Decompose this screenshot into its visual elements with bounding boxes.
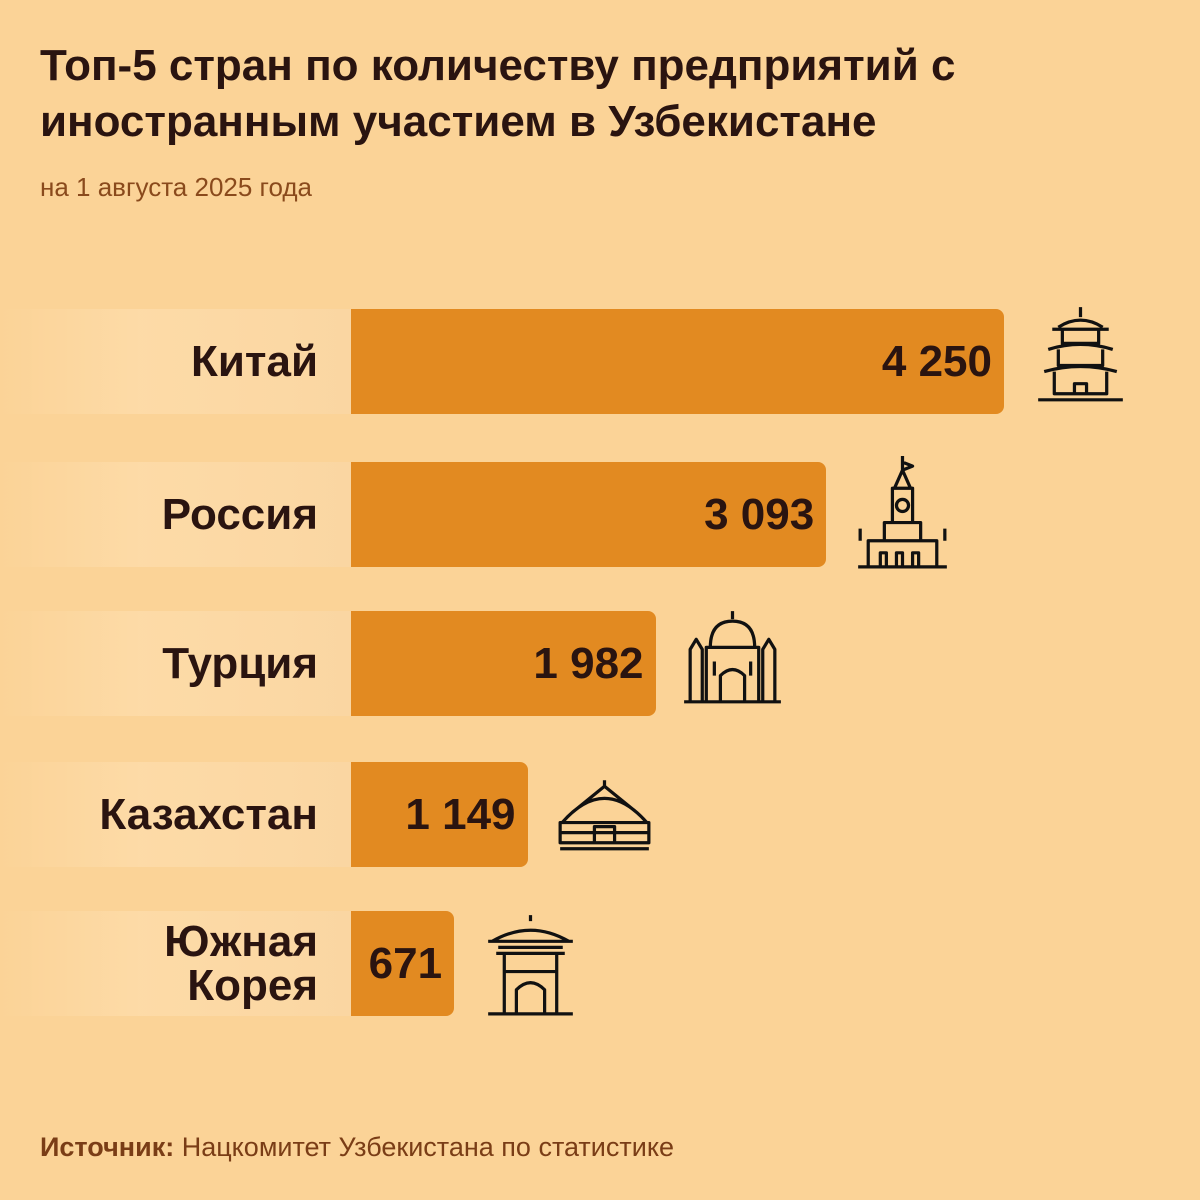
label-band (0, 611, 351, 716)
chart-subtitle: на 1 августа 2025 года (40, 172, 312, 202)
mosque-icon (670, 601, 795, 726)
source-label: Источник: (40, 1132, 175, 1162)
label-band (0, 762, 351, 867)
category-label: Россия (161, 489, 318, 539)
category-label: Южная Корея (164, 916, 318, 1010)
bar-row: Турция 1 982 (0, 611, 1200, 716)
bar: 1 149 (351, 762, 528, 867)
value-label: 3 093 (704, 489, 815, 539)
bar-row: Россия 3 093 (0, 456, 1200, 569)
pagoda-icon (1018, 299, 1143, 424)
bar-row: Китай 4 250 (0, 307, 1200, 414)
label-band (0, 462, 351, 567)
value-label: 1 149 (405, 789, 516, 839)
bar: 671 (351, 911, 455, 1016)
bar: 4 250 (351, 309, 1004, 414)
category-label: Китай (191, 336, 318, 386)
korean-gate-icon (468, 901, 593, 1026)
category-label: Казахстан (99, 789, 318, 839)
category-label: Турция (162, 638, 318, 688)
value-label: 4 250 (881, 336, 992, 386)
kremlin-tower-icon (840, 452, 965, 577)
value-label: 1 982 (533, 638, 644, 688)
chart-title: Топ-5 стран по количеству предприятий с … (40, 41, 956, 146)
bar: 1 982 (351, 611, 656, 716)
value-label: 671 (368, 938, 443, 988)
bar: 3 093 (351, 462, 827, 567)
label-band (0, 911, 351, 1016)
source-note: Источник: Нацкомитет Узбекистана по стат… (40, 1132, 674, 1163)
bar-row: Казахстан 1 149 (0, 762, 1200, 867)
yurt-icon (542, 752, 667, 877)
bar-row: Южная Корея 671 (0, 911, 1200, 1016)
source-text: Нацкомитет Узбекистана по статистике (174, 1132, 674, 1162)
label-band (0, 309, 351, 414)
